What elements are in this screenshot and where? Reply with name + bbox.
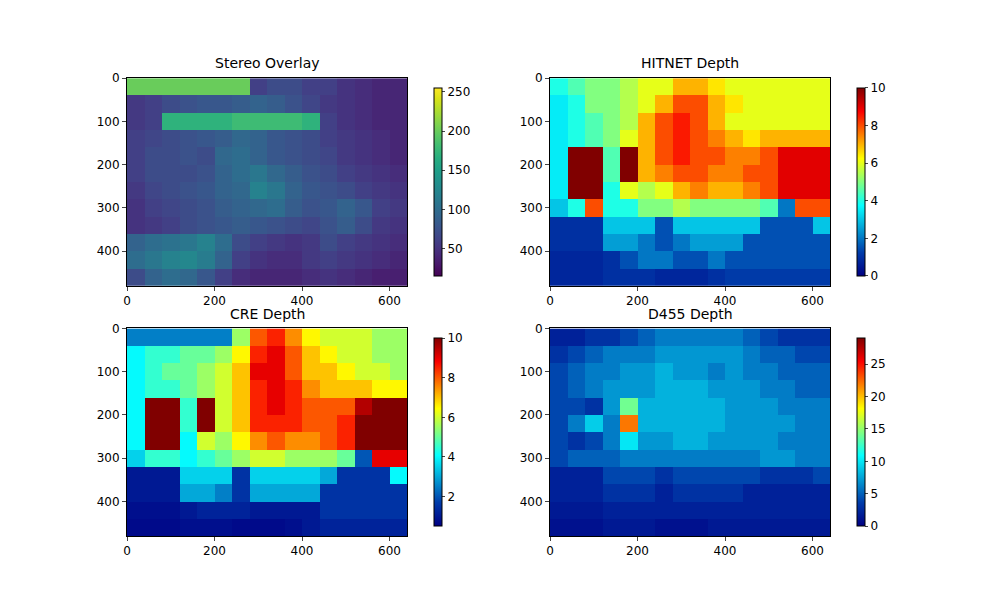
svg-text:8: 8	[447, 371, 455, 385]
svg-text:0: 0	[546, 294, 554, 308]
svg-text:0: 0	[535, 322, 543, 336]
svg-text:400: 400	[714, 294, 737, 308]
svg-text:100: 100	[520, 115, 543, 129]
svg-text:200: 200	[97, 158, 120, 172]
svg-text:10: 10	[870, 81, 885, 95]
svg-text:50: 50	[447, 242, 462, 256]
svg-text:150: 150	[447, 163, 470, 177]
svg-text:10: 10	[447, 331, 462, 345]
svg-text:100: 100	[520, 365, 543, 379]
svg-text:Stereo Overlay: Stereo Overlay	[215, 55, 320, 71]
svg-text:4: 4	[447, 450, 455, 464]
svg-text:300: 300	[520, 451, 543, 465]
svg-text:2: 2	[870, 232, 878, 246]
svg-text:20: 20	[870, 390, 885, 404]
svg-text:15: 15	[870, 422, 885, 436]
svg-text:400: 400	[520, 244, 543, 258]
svg-text:600: 600	[801, 544, 824, 558]
svg-text:400: 400	[97, 495, 120, 509]
svg-text:0: 0	[123, 544, 131, 558]
svg-text:0: 0	[546, 544, 554, 558]
svg-text:100: 100	[97, 115, 120, 129]
svg-text:5: 5	[870, 487, 878, 501]
svg-text:CRE Depth: CRE Depth	[230, 306, 305, 322]
svg-text:200: 200	[203, 294, 226, 308]
svg-text:6: 6	[447, 411, 455, 425]
svg-text:400: 400	[714, 544, 737, 558]
svg-text:600: 600	[378, 294, 401, 308]
svg-text:0: 0	[123, 294, 131, 308]
svg-text:200: 200	[520, 408, 543, 422]
svg-text:8: 8	[870, 119, 878, 133]
svg-text:0: 0	[112, 71, 120, 85]
svg-text:100: 100	[97, 365, 120, 379]
svg-text:600: 600	[801, 294, 824, 308]
svg-text:400: 400	[291, 544, 314, 558]
svg-text:400: 400	[291, 294, 314, 308]
svg-text:0: 0	[535, 71, 543, 85]
svg-text:10: 10	[870, 455, 885, 469]
svg-text:0: 0	[112, 322, 120, 336]
svg-text:200: 200	[203, 544, 226, 558]
svg-text:0: 0	[870, 519, 878, 533]
svg-text:300: 300	[97, 451, 120, 465]
svg-text:200: 200	[626, 544, 649, 558]
svg-text:D455 Depth: D455 Depth	[648, 306, 733, 322]
svg-text:400: 400	[97, 244, 120, 258]
svg-text:200: 200	[626, 294, 649, 308]
svg-text:200: 200	[447, 124, 470, 138]
svg-text:4: 4	[870, 194, 878, 208]
svg-text:200: 200	[97, 408, 120, 422]
svg-text:200: 200	[520, 158, 543, 172]
svg-text:6: 6	[870, 156, 878, 170]
svg-text:400: 400	[520, 495, 543, 509]
svg-text:HITNET Depth: HITNET Depth	[641, 55, 739, 71]
svg-text:0: 0	[870, 269, 878, 283]
svg-text:2: 2	[447, 490, 455, 504]
svg-text:100: 100	[447, 203, 470, 217]
svg-text:300: 300	[520, 201, 543, 215]
svg-text:300: 300	[97, 201, 120, 215]
svg-text:600: 600	[378, 544, 401, 558]
svg-text:25: 25	[870, 357, 885, 371]
svg-text:250: 250	[447, 85, 470, 99]
